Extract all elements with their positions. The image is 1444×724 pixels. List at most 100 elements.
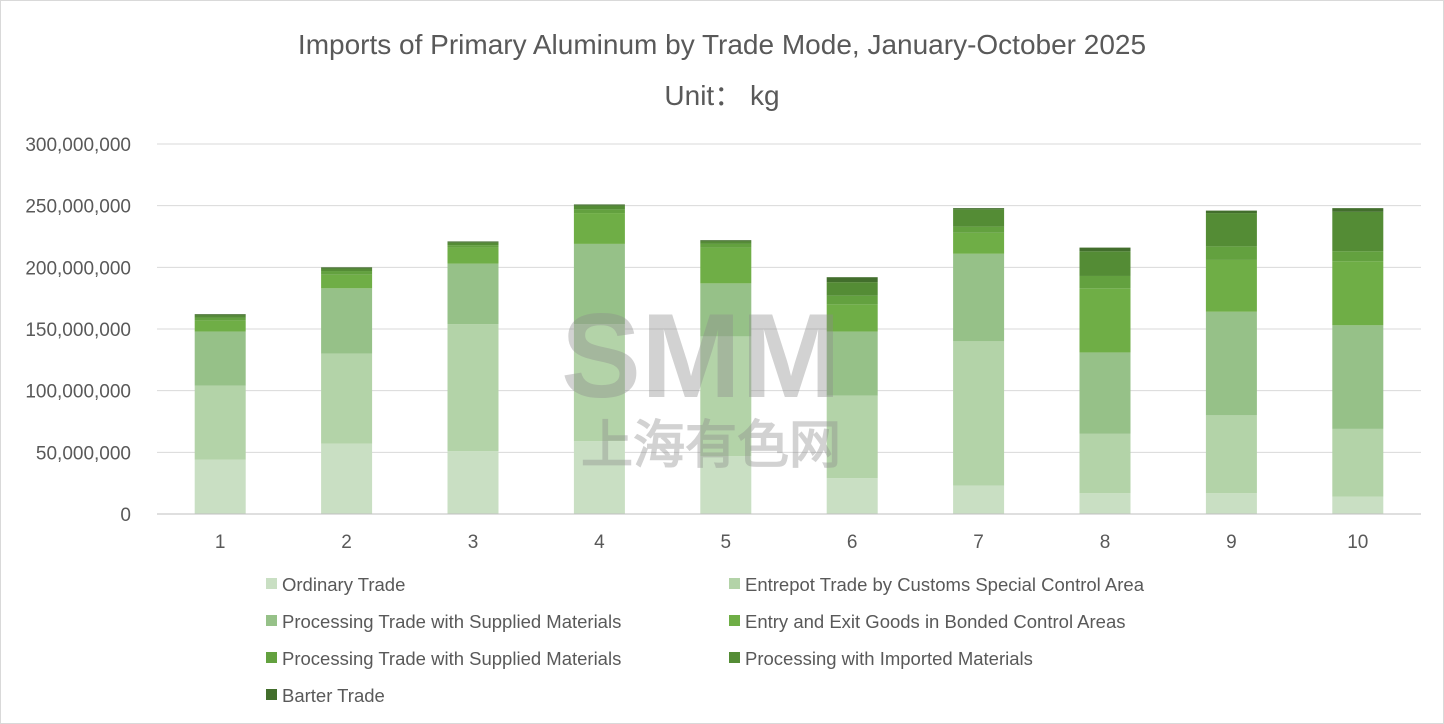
bar-segment <box>321 353 373 444</box>
bar-segment <box>573 213 625 244</box>
x-tick-label: 5 <box>721 532 732 553</box>
legend-swatch <box>266 615 277 626</box>
y-tick-label: 50,000,000 <box>36 443 131 464</box>
legend-label: Processing Trade with Supplied Materials <box>282 648 621 669</box>
bar-segment <box>194 317 246 321</box>
bar-segment <box>573 243 625 325</box>
bar-segment <box>826 295 878 305</box>
watermark-logo: SMM <box>561 289 841 423</box>
bar-segment <box>321 267 373 269</box>
y-tick-label: 150,000,000 <box>25 320 131 341</box>
legend-label: Processing Trade with Supplied Materials <box>282 611 621 632</box>
bar-segment <box>1205 259 1257 312</box>
bar-segment <box>194 315 246 318</box>
bar-segment <box>447 324 499 452</box>
watermark-subtext: 上海有色网 <box>581 417 841 475</box>
legend-label: Entrepot Trade by Customs Special Contro… <box>745 574 1145 595</box>
bar-segment <box>1332 208 1384 212</box>
y-tick-label: 0 <box>120 505 131 526</box>
bar-segment <box>573 204 625 206</box>
bar-segment <box>826 277 878 283</box>
legend-swatch <box>729 615 740 626</box>
bar-segment <box>1332 251 1384 262</box>
bar-segment <box>321 288 373 354</box>
legend-swatch <box>266 689 277 700</box>
bar-segment <box>700 456 752 514</box>
x-tick-label: 10 <box>1347 532 1368 553</box>
legend-swatch <box>266 652 277 663</box>
bar-segment <box>1205 213 1257 247</box>
bars <box>194 204 1384 514</box>
bar-segment <box>1205 246 1257 260</box>
bar-segment <box>1205 210 1257 214</box>
bar-segment <box>447 263 499 325</box>
bar-segment <box>826 304 878 332</box>
bar-segment <box>700 240 752 242</box>
bar-segment <box>1079 288 1131 353</box>
bar-segment <box>447 247 499 264</box>
bar-segment <box>321 271 373 275</box>
bar-segment <box>1332 211 1384 252</box>
x-tick-label: 4 <box>594 532 605 553</box>
bar-segment <box>826 282 878 296</box>
bar-segment <box>700 247 752 284</box>
bar-segment <box>1332 428 1384 497</box>
bar-segment <box>447 241 499 243</box>
bar-segment <box>1079 352 1131 434</box>
legend: Ordinary Trade Entrepot Trade by Customs … <box>266 574 1145 706</box>
bar-segment <box>953 485 1005 514</box>
bar-segment <box>700 283 752 337</box>
bar-segment <box>447 245 499 248</box>
y-tick-label: 300,000,000 <box>25 135 131 156</box>
legend-label: Entry and Exit Goods in Bonded Control A… <box>745 611 1126 632</box>
y-tick-label: 100,000,000 <box>25 382 131 403</box>
bar-segment <box>1205 493 1257 514</box>
x-tick-label: 8 <box>1100 532 1111 553</box>
legend-label: Ordinary Trade <box>282 574 405 595</box>
bar-segment <box>953 209 1005 227</box>
bar-segment <box>1332 261 1384 326</box>
bar-segment <box>321 274 373 289</box>
bar-segment <box>194 320 246 332</box>
bar-segment <box>573 324 625 442</box>
bar-segment <box>826 331 878 396</box>
bar-segment <box>573 441 625 514</box>
bar-segment <box>1332 496 1384 514</box>
bar-segment <box>447 242 499 246</box>
legend-swatch <box>729 578 740 589</box>
bar-segment <box>700 336 752 457</box>
bar-segment <box>194 459 246 514</box>
legend-swatch <box>266 578 277 589</box>
bar-segment <box>1079 251 1131 276</box>
bar-segment <box>953 232 1005 254</box>
bar-segment <box>573 209 625 214</box>
bar-segment <box>1079 493 1131 514</box>
x-tick-label: 7 <box>973 532 984 553</box>
y-tick-label: 250,000,000 <box>25 197 131 218</box>
chart-title: Imports of Primary Aluminum by Trade Mod… <box>298 29 1146 60</box>
bar-segment <box>1205 415 1257 494</box>
bar-segment <box>321 268 373 272</box>
bar-segment <box>1079 433 1131 494</box>
legend-label: Barter Trade <box>282 685 385 706</box>
bar-segment <box>700 243 752 248</box>
x-axis: 1 2 3 4 5 6 7 8 9 10 <box>157 513 1421 553</box>
bar-segment <box>194 385 246 460</box>
legend-label: Processing with Imported Materials <box>745 648 1033 669</box>
bar-segment <box>700 241 752 244</box>
x-tick-label: 9 <box>1226 532 1237 553</box>
bar-segment <box>826 395 878 479</box>
bar-segment <box>953 341 1005 486</box>
x-tick-label: 3 <box>468 532 479 553</box>
bar-segment <box>194 314 246 316</box>
x-tick-label: 1 <box>215 532 226 553</box>
x-tick-label: 2 <box>341 532 352 553</box>
bar-segment <box>447 451 499 514</box>
chart-subtitle: Unit： kg <box>664 80 779 111</box>
x-tick-label: 6 <box>847 532 858 553</box>
bar-segment <box>1079 247 1131 252</box>
legend-swatch <box>729 652 740 663</box>
bar-segment <box>953 253 1005 342</box>
bar-segment <box>1079 275 1131 289</box>
